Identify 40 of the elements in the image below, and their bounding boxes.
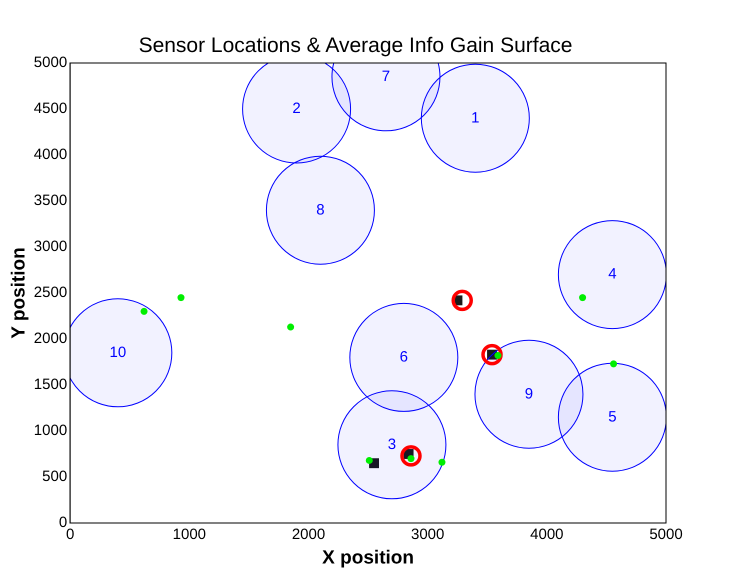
- x-tick-label: 5000: [649, 526, 683, 544]
- y-tick-label: 0: [58, 514, 68, 532]
- point: [140, 308, 148, 315]
- y-axis-title: Y position: [8, 247, 30, 339]
- annotation: 10: [109, 344, 126, 361]
- annotation: 6: [400, 348, 408, 366]
- point: [579, 294, 586, 302]
- annotation: 9: [524, 385, 534, 402]
- y-tick-label: 1500: [34, 376, 68, 394]
- x-tick-label: 3000: [410, 526, 444, 544]
- point: [287, 324, 294, 331]
- annotation: 7: [382, 68, 390, 85]
- point: [494, 352, 502, 360]
- point: [400, 445, 422, 467]
- y-tick-label: 2000: [34, 330, 68, 348]
- annotation: 3: [388, 436, 396, 453]
- y-tick-label: 4500: [34, 100, 68, 118]
- point: [451, 290, 473, 312]
- y-tick-label: 4000: [34, 146, 68, 164]
- point: [366, 456, 373, 464]
- x-axis-title: X position: [322, 548, 414, 569]
- point: [481, 344, 503, 366]
- y-tick-label: 5000: [34, 54, 68, 72]
- x-tick-label: 4000: [530, 526, 564, 544]
- y-tick-label: 3000: [34, 238, 68, 256]
- annotation: 5: [608, 408, 617, 426]
- annotation: 4: [608, 266, 617, 283]
- x-tick-label: 2000: [292, 526, 326, 544]
- x-tick-label: 1000: [172, 526, 206, 544]
- point: [610, 360, 618, 368]
- point: [177, 294, 184, 302]
- y-tick-label: 2500: [34, 284, 68, 302]
- annotation: 2: [292, 100, 301, 118]
- y-tick-label: 500: [42, 468, 68, 486]
- annotation: 8: [316, 201, 325, 218]
- y-tick-label: 3500: [34, 192, 68, 210]
- point: [438, 458, 446, 466]
- annotation: 1: [471, 109, 480, 126]
- chart-title: Sensor Locations & Average Info Gain Surface: [138, 34, 572, 58]
- y-tick-label: 1000: [34, 422, 68, 440]
